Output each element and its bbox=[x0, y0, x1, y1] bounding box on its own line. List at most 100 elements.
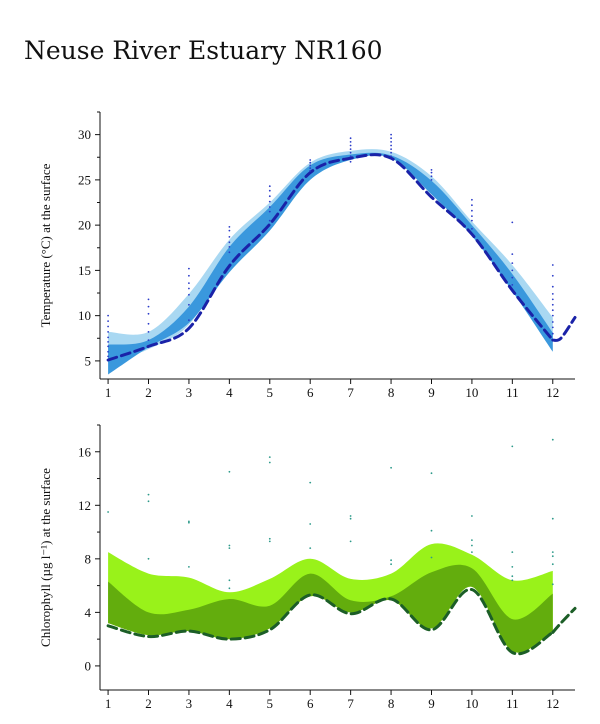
data-point bbox=[551, 303, 554, 306]
band-inner-area bbox=[108, 564, 553, 653]
y-tick-label: 12 bbox=[78, 498, 91, 513]
data-point bbox=[430, 175, 433, 178]
data-point bbox=[430, 529, 433, 532]
data-point bbox=[188, 521, 190, 524]
data-point bbox=[147, 312, 150, 315]
data-point bbox=[147, 305, 150, 308]
y-tick-label: 8 bbox=[85, 551, 92, 566]
data-point bbox=[188, 282, 190, 284]
data-point bbox=[349, 148, 352, 151]
data-point bbox=[511, 445, 514, 448]
data-point bbox=[228, 587, 231, 590]
data-point bbox=[268, 189, 271, 192]
data-point bbox=[430, 169, 433, 171]
data-point bbox=[107, 511, 109, 513]
data-point bbox=[551, 293, 554, 295]
median-line-extension bbox=[551, 606, 577, 634]
data-point bbox=[147, 339, 150, 341]
data-point bbox=[349, 540, 352, 543]
data-point bbox=[511, 262, 514, 264]
data-point bbox=[309, 169, 312, 172]
median-line bbox=[106, 153, 555, 362]
median-line-extension bbox=[551, 316, 577, 342]
data-point bbox=[390, 133, 392, 136]
data-point bbox=[107, 331, 109, 333]
data-point bbox=[147, 493, 150, 496]
data-point bbox=[551, 321, 554, 323]
data-point bbox=[107, 320, 109, 322]
data-point bbox=[228, 547, 231, 549]
data-point bbox=[511, 284, 514, 286]
data-point bbox=[268, 185, 271, 188]
data-point bbox=[188, 287, 190, 290]
x-tick-label: 9 bbox=[428, 696, 435, 711]
x-tick-label: 2 bbox=[145, 696, 152, 711]
data-point bbox=[511, 579, 514, 582]
data-point bbox=[390, 559, 392, 562]
x-tick-label: 6 bbox=[307, 696, 314, 711]
x-tick-label: 1 bbox=[105, 696, 112, 711]
x-tick-label: 8 bbox=[388, 385, 395, 400]
data-point bbox=[390, 151, 392, 154]
data-point bbox=[188, 566, 190, 568]
y-tick-label: 30 bbox=[78, 127, 91, 142]
data-point bbox=[228, 470, 231, 473]
data-point bbox=[390, 155, 392, 158]
data-point bbox=[390, 466, 392, 469]
x-tick-label: 10 bbox=[465, 696, 478, 711]
data-point bbox=[107, 350, 109, 353]
data-point bbox=[349, 144, 352, 147]
data-point bbox=[430, 179, 433, 181]
data-point bbox=[551, 309, 554, 312]
y-tick-label: 10 bbox=[78, 308, 91, 323]
x-tick-label: 12 bbox=[546, 385, 559, 400]
y-tick-label: 15 bbox=[78, 263, 91, 278]
data-point bbox=[147, 322, 150, 325]
data-point bbox=[309, 164, 312, 167]
data-point bbox=[430, 171, 433, 174]
data-point bbox=[511, 575, 514, 578]
data-point bbox=[188, 520, 190, 523]
y-axis-title: Chlorophyll (µg l⁻¹) at the surface bbox=[38, 468, 53, 647]
x-tick-label: 11 bbox=[506, 696, 519, 711]
data-point bbox=[471, 204, 473, 207]
data-point bbox=[349, 517, 352, 520]
data-point bbox=[268, 537, 271, 540]
data-point bbox=[390, 563, 392, 566]
data-point bbox=[551, 332, 554, 335]
x-tick-label: 12 bbox=[546, 696, 559, 711]
data-point bbox=[228, 236, 231, 238]
data-point bbox=[309, 523, 312, 525]
x-tick-label: 9 bbox=[428, 385, 435, 400]
data-point bbox=[147, 557, 150, 560]
data-point bbox=[471, 227, 473, 230]
x-tick-label: 5 bbox=[267, 385, 274, 400]
data-point bbox=[349, 151, 352, 154]
data-point bbox=[471, 539, 473, 541]
data-point bbox=[471, 551, 473, 553]
data-point bbox=[511, 221, 514, 224]
data-point bbox=[471, 515, 473, 517]
y-tick-label: 25 bbox=[78, 172, 91, 187]
data-point bbox=[188, 303, 190, 306]
y-tick-label: 0 bbox=[85, 658, 92, 673]
data-point bbox=[551, 314, 554, 317]
page-title: Neuse River Estuary NR160 bbox=[24, 36, 383, 65]
data-point bbox=[188, 319, 190, 322]
data-point bbox=[188, 267, 190, 270]
data-point bbox=[471, 209, 473, 212]
data-point bbox=[551, 285, 554, 288]
data-point bbox=[471, 198, 473, 201]
data-point bbox=[107, 336, 109, 339]
data-point bbox=[107, 325, 109, 328]
data-point bbox=[309, 167, 312, 170]
data-point bbox=[268, 456, 271, 458]
data-point bbox=[390, 144, 392, 147]
data-point bbox=[511, 551, 514, 553]
data-point bbox=[551, 563, 554, 566]
median-line bbox=[106, 588, 555, 656]
data-point bbox=[188, 293, 190, 296]
data-point bbox=[228, 226, 231, 228]
data-point bbox=[228, 229, 231, 232]
